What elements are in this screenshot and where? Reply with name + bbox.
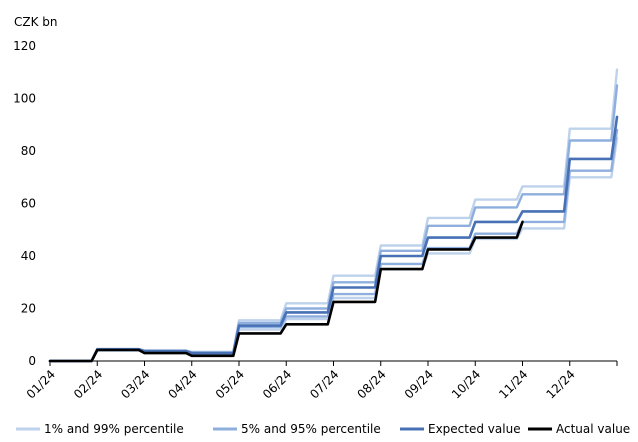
x-tick-label: 06/24	[260, 367, 294, 401]
x-tick-label: 04/24	[165, 367, 199, 401]
series-line-0	[48, 68, 619, 363]
legend-label: Actual value	[556, 422, 630, 436]
x-axis: 01/24 02/24 03/24 04/24 05/24 06/24 07/24 08/24…	[24, 360, 618, 402]
x-tick-label: 02/24	[71, 367, 105, 401]
legend-label: 1% and 99% percentile	[44, 422, 184, 436]
y-tick-label: 100	[13, 92, 36, 106]
series-lines	[48, 68, 619, 363]
series-line-1	[48, 136, 619, 363]
y-unit-label: CZK bn	[14, 15, 58, 29]
series-line-4	[48, 115, 619, 363]
series-line-2	[48, 84, 619, 363]
y-tick-label: 120	[13, 39, 36, 53]
legend: 1% and 99% percentile 5% and 95% percenti…	[16, 422, 630, 436]
x-tick-label: 11/24	[496, 367, 530, 401]
y-tick-label: 0	[28, 354, 36, 368]
x-tick-label: 07/24	[307, 367, 341, 401]
y-axis-ticks: 0 20 40 60 80 100 120	[13, 39, 36, 368]
y-tick-label: 80	[21, 144, 36, 158]
legend-label: 5% and 95% percentile	[241, 422, 381, 436]
y-tick-label: 40	[21, 249, 36, 263]
legend-label: Expected value	[428, 422, 521, 436]
x-tick-label: 12/24	[543, 367, 577, 401]
series-line-5	[48, 220, 524, 363]
x-tick-label: 09/24	[402, 367, 436, 401]
x-tick-label: 10/24	[449, 367, 483, 401]
y-tick-label: 20	[21, 302, 36, 316]
y-tick-label: 60	[21, 197, 36, 211]
series-line-3	[48, 128, 619, 363]
x-tick-label: 01/24	[24, 367, 58, 401]
x-tick-label: 08/24	[354, 367, 388, 401]
x-tick-label: 05/24	[213, 367, 247, 401]
x-tick-label: 03/24	[118, 367, 152, 401]
